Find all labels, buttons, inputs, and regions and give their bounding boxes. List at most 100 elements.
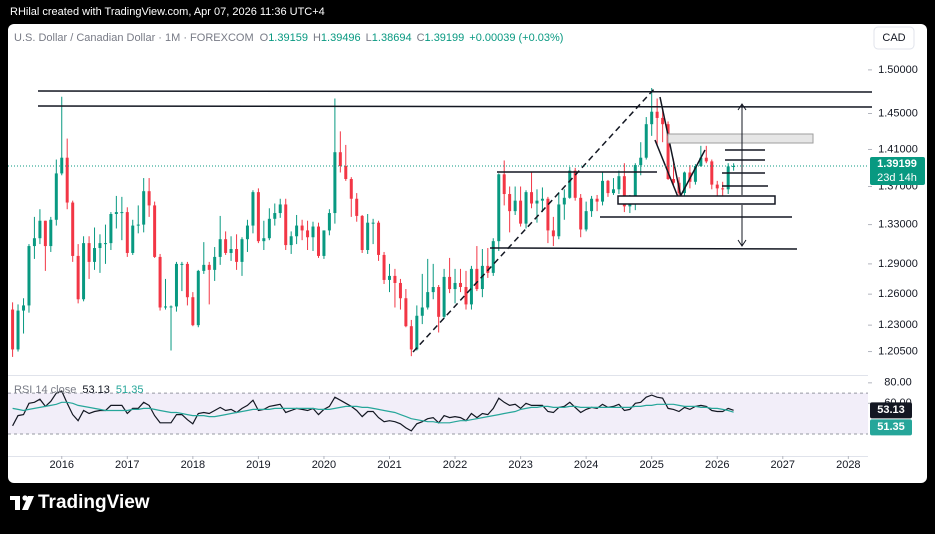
rsi-line bbox=[12, 390, 734, 432]
header-title: RHilal created with TradingView.com, Apr… bbox=[10, 6, 325, 18]
candle-body bbox=[693, 165, 697, 182]
candle-body bbox=[245, 225, 249, 240]
time-axis-border bbox=[8, 456, 868, 457]
logo-shape bbox=[15, 496, 20, 510]
rsi-legend-value: 51.35 bbox=[116, 384, 144, 396]
last-price-tag bbox=[870, 157, 925, 186]
candle-body bbox=[191, 297, 195, 326]
candle-body bbox=[109, 214, 113, 244]
x-tick-label: 2024 bbox=[574, 459, 598, 471]
candle-body bbox=[185, 263, 189, 298]
x-tick-label: 2017 bbox=[115, 459, 139, 471]
candle-body bbox=[513, 200, 517, 212]
zone bbox=[617, 195, 776, 205]
x-tick-label: 2019 bbox=[246, 459, 270, 471]
pane-separator bbox=[8, 375, 868, 376]
footer-logo-text: TradingView bbox=[38, 492, 150, 513]
candle-body bbox=[87, 243, 91, 262]
rsi-value-label: 53.13 bbox=[877, 404, 905, 416]
candle-body bbox=[251, 192, 255, 226]
y-tick-label: 1.45000 bbox=[878, 107, 918, 119]
candle-body bbox=[633, 165, 637, 204]
candle-body bbox=[300, 225, 304, 231]
candle-body bbox=[147, 191, 151, 206]
candle-body bbox=[557, 204, 561, 237]
candle-body bbox=[76, 255, 80, 300]
x-tick-label: 2021 bbox=[377, 459, 401, 471]
candle-body bbox=[196, 270, 200, 326]
candle-body bbox=[114, 212, 118, 215]
level-line bbox=[489, 247, 798, 250]
measure-arrows bbox=[737, 103, 747, 247]
x-tick-label: 2023 bbox=[508, 459, 532, 471]
candle-body bbox=[366, 222, 370, 250]
candle-body bbox=[497, 174, 501, 242]
resistance-line bbox=[37, 105, 873, 108]
candle-body bbox=[153, 205, 157, 257]
x-tick-label: 2022 bbox=[443, 459, 467, 471]
candle-body bbox=[273, 213, 277, 219]
change-value: +0.00039 (+0.03%) bbox=[469, 32, 563, 44]
candle-body bbox=[682, 172, 686, 194]
candle-body bbox=[54, 173, 58, 220]
candle-body bbox=[590, 198, 594, 212]
candle-body bbox=[322, 230, 326, 256]
candle-body bbox=[726, 166, 730, 190]
candle-body bbox=[420, 307, 424, 316]
candle-body bbox=[732, 166, 736, 168]
candle-body bbox=[284, 204, 288, 246]
candle-body bbox=[442, 276, 446, 317]
footer-logo: TradingView bbox=[10, 492, 150, 513]
candle-body bbox=[568, 170, 572, 198]
candle-body bbox=[158, 256, 162, 308]
y-tick-label: 1.33000 bbox=[878, 219, 918, 231]
currency-button[interactable] bbox=[873, 26, 915, 50]
candle-body bbox=[535, 200, 539, 204]
candle-body bbox=[519, 200, 523, 224]
rsi-legend-value: 53.13 bbox=[82, 384, 110, 396]
candle-body bbox=[426, 292, 430, 308]
rsi-tick-label: 80.00 bbox=[884, 377, 912, 389]
rsi-value-tag bbox=[870, 419, 912, 436]
candle-body bbox=[453, 282, 457, 290]
candle-body bbox=[16, 310, 20, 350]
zone bbox=[667, 133, 814, 144]
candle-body bbox=[666, 124, 670, 179]
x-tick-label: 2018 bbox=[181, 459, 205, 471]
candle-body bbox=[611, 189, 615, 194]
candle-body bbox=[256, 192, 260, 242]
candle-body bbox=[207, 264, 211, 270]
candle-body bbox=[174, 263, 178, 307]
x-tick-label: 2027 bbox=[771, 459, 795, 471]
candle-body bbox=[404, 298, 408, 327]
candle-body bbox=[22, 305, 26, 311]
candle-body bbox=[267, 218, 271, 239]
candle-body bbox=[617, 176, 621, 190]
candle-body bbox=[180, 263, 184, 265]
rsi-line bbox=[12, 401, 734, 424]
candle-body bbox=[169, 306, 173, 308]
candle-body bbox=[338, 152, 342, 166]
high-value: 1.39496 bbox=[321, 32, 361, 44]
open-value: 1.39159 bbox=[268, 32, 308, 44]
candle-body bbox=[278, 204, 282, 214]
candle-body bbox=[650, 111, 654, 125]
trend-line bbox=[679, 149, 706, 198]
candle-body bbox=[431, 287, 435, 293]
arrow-head bbox=[737, 239, 747, 247]
rsi-value-label: 51.35 bbox=[877, 421, 905, 433]
h-label: H bbox=[313, 32, 321, 44]
candle-body bbox=[628, 203, 632, 207]
candle-body bbox=[579, 197, 583, 230]
candle-body bbox=[49, 219, 53, 247]
trend-line bbox=[654, 139, 679, 198]
candle-body bbox=[235, 249, 239, 262]
candle-body bbox=[43, 220, 47, 247]
candle-body bbox=[202, 264, 206, 271]
y-tick-label: 1.26000 bbox=[878, 288, 918, 300]
candle-body bbox=[224, 239, 228, 253]
candle-body bbox=[573, 170, 577, 198]
candle-body bbox=[606, 180, 610, 194]
x-tick-label: 2020 bbox=[312, 459, 336, 471]
